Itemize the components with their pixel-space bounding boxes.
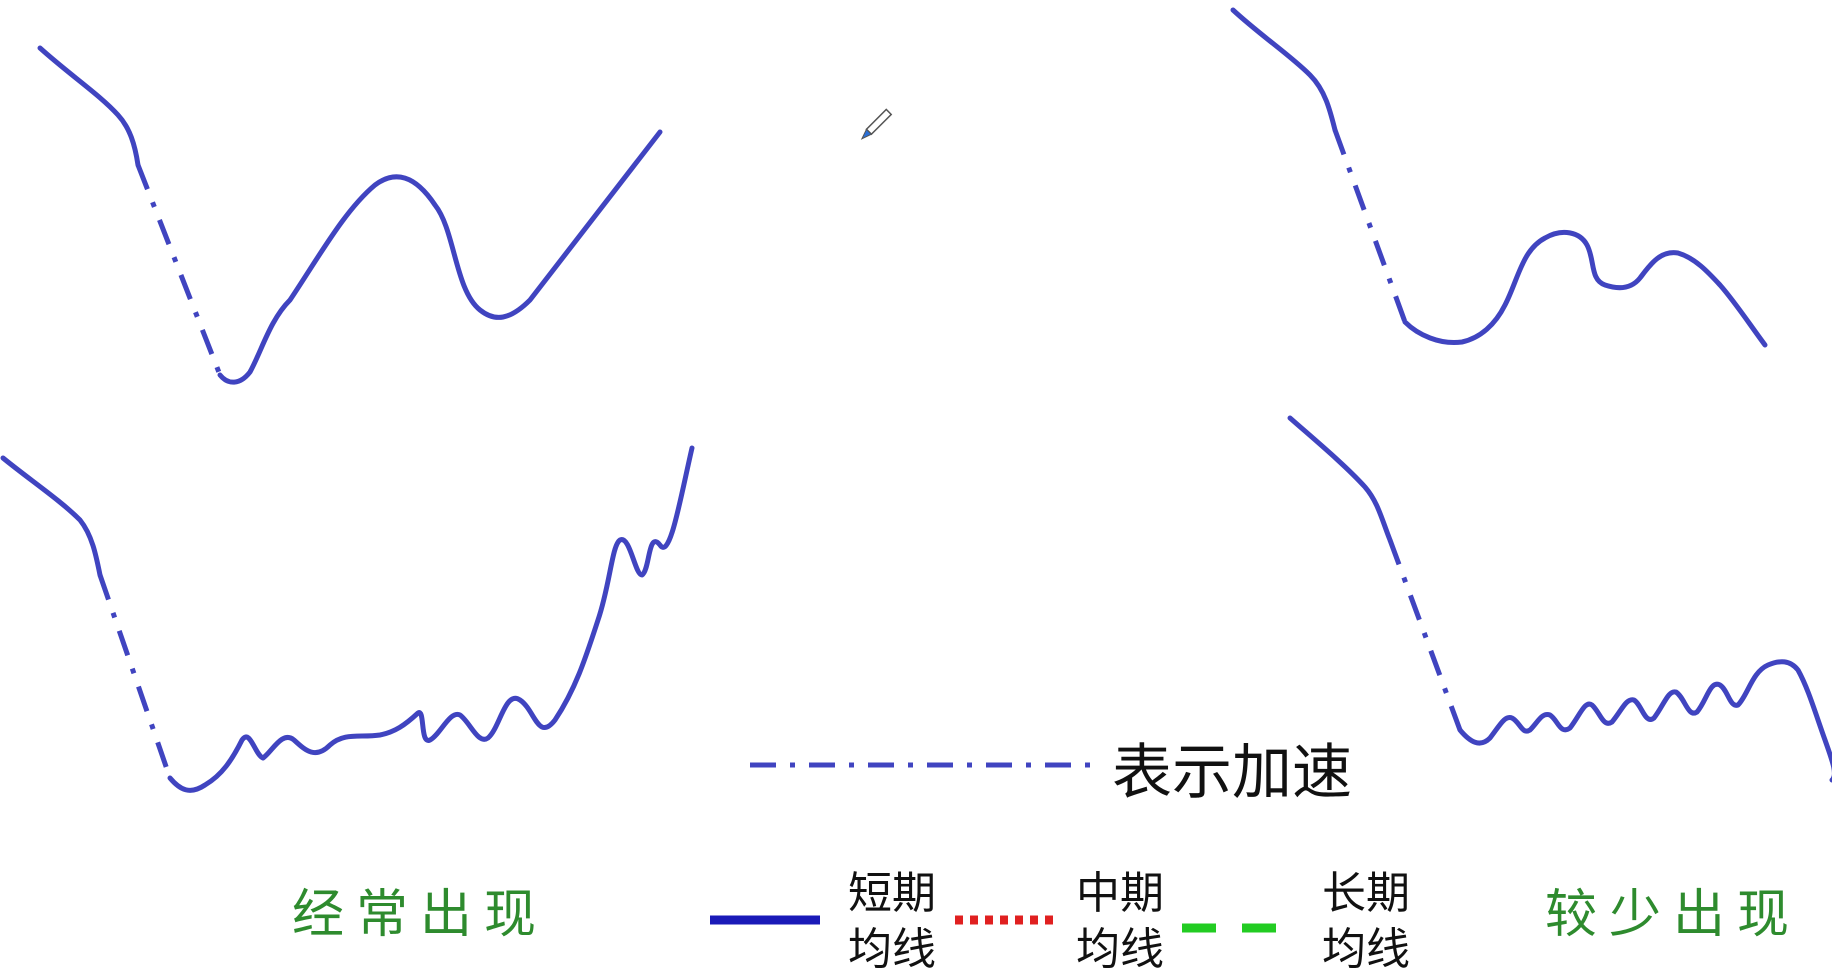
legend-mid-ma-label-line1: 中期 (1076, 868, 1164, 919)
legend-mid-ma-label-line2: 均线 (1076, 924, 1164, 975)
legend-accel-label: 表示加速 (1112, 738, 1352, 808)
pattern-top-left-rise (217, 129, 663, 385)
pattern-bottom-left-decline (0, 455, 103, 578)
legend-long-ma-label-line1: 长期 (1322, 868, 1410, 919)
pattern-bottom-left-consolidation-breakout (167, 445, 695, 793)
pattern-top-left (37, 45, 663, 385)
pattern-bottom-left (0, 445, 695, 793)
label-rare: 较少出现 (1545, 885, 1802, 945)
pattern-bottom-right (1287, 415, 1832, 783)
legend-short-ma-label-line1: 短期 (848, 868, 936, 919)
legend-mid-ma-label: 中期 均线 (1076, 866, 1164, 978)
pattern-bottom-left-accel-segment (97, 574, 173, 779)
pattern-top-left-accel-segment (135, 164, 223, 376)
pattern-top-right-weak-rebound (1402, 229, 1768, 348)
legend-long-ma-label: 长期 均线 (1322, 866, 1410, 978)
pattern-top-left-decline (37, 45, 141, 168)
legend-short-ma-label: 短期 均线 (848, 866, 936, 978)
pen-cursor-icon (860, 108, 893, 140)
pattern-bottom-right-accel-segment (1387, 539, 1463, 731)
pattern-top-right (1230, 7, 1768, 348)
legend-long-ma-label-line2: 均线 (1322, 924, 1410, 975)
pattern-bottom-right-consolidation-breakdown (1457, 659, 1832, 783)
pattern-top-right-decline (1230, 7, 1338, 133)
pattern-top-right-accel-segment (1332, 129, 1408, 323)
pattern-bottom-right-decline (1287, 415, 1393, 543)
legend-short-ma-label-line2: 均线 (848, 924, 936, 975)
label-frequent: 经常出现 (292, 885, 549, 945)
